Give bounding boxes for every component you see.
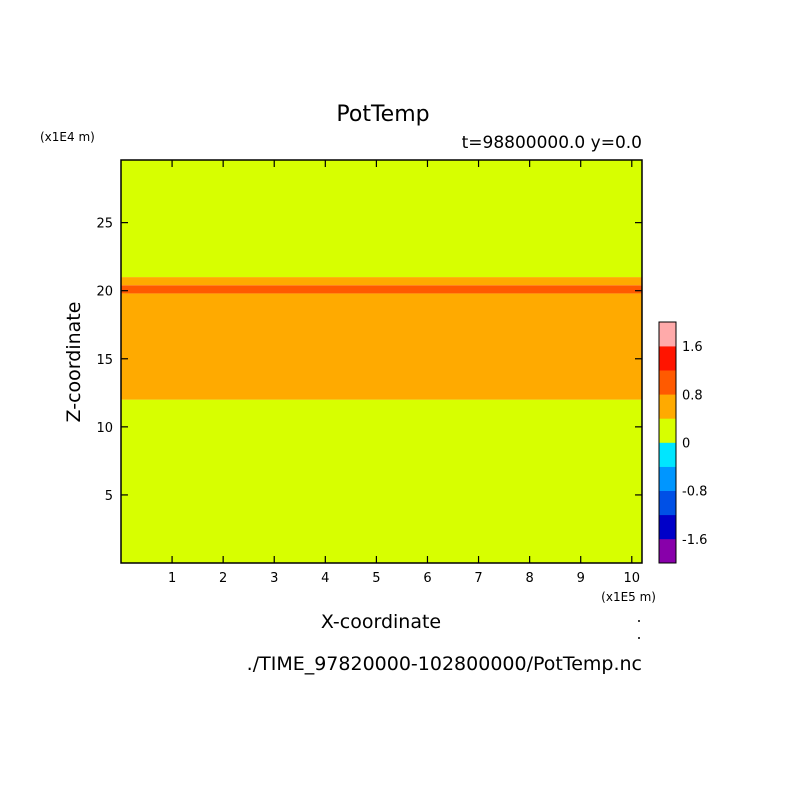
colorbar-tick-label: -1.6: [682, 533, 707, 548]
y-tick-label: 15: [96, 353, 113, 368]
x-axis-unit: (x1E5 m): [601, 590, 656, 604]
x-axis-ticks: 1 2 3 4 5 6 7 8 9 10: [168, 160, 640, 586]
colorbar-swatch: [659, 538, 676, 564]
colorbar-labels: -1.6 -0.8 0 0.8 1.6: [682, 340, 707, 548]
x-tick-label: 9: [577, 571, 585, 586]
colorbar-swatch: [659, 490, 676, 516]
chart-title: PotTemp: [336, 102, 429, 127]
marker-dot: [638, 620, 640, 622]
colorbar-swatch: [659, 442, 676, 467]
y-tick-label: 20: [96, 285, 113, 300]
y-axis-label: Z-coordinate: [63, 302, 85, 423]
plot-frame: [120, 159, 643, 564]
colorbar-frame: [658, 321, 677, 564]
y-tick-label: 5: [105, 489, 113, 504]
colorbar: [658, 321, 677, 564]
colorbar-swatch: [659, 394, 676, 419]
x-tick-label: 2: [219, 571, 227, 586]
x-tick-label: 10: [624, 571, 641, 586]
colorbar-tick-label: 1.6: [682, 340, 703, 355]
colorbar-swatch: [659, 322, 676, 347]
y-tick-label: 25: [96, 217, 113, 232]
colorbar-swatch: [659, 370, 676, 395]
x-tick-label: 1: [168, 571, 176, 586]
colorbar-tick-label: 0: [682, 437, 690, 452]
contour-band-3: [121, 277, 642, 286]
colorbar-swatch: [659, 466, 676, 491]
marker-dot: [638, 637, 640, 639]
x-tick-label: 3: [270, 571, 278, 586]
colorbar-swatch: [659, 514, 676, 540]
y-axis-unit: (x1E4 m): [40, 130, 95, 144]
x-tick-label: 6: [423, 571, 431, 586]
x-tick-label: 7: [474, 571, 482, 586]
x-tick-label: 4: [321, 571, 329, 586]
contour-band-1: [121, 293, 642, 400]
contour-band-2: [121, 285, 642, 294]
x-tick-label: 8: [525, 571, 533, 586]
colorbar-tick-label: -0.8: [682, 485, 707, 500]
y-tick-label: 10: [96, 421, 113, 436]
contour-band-0: [121, 399, 642, 563]
y-axis-ticks: 5 10 15 20 25: [96, 217, 642, 504]
colorbar-swatch: [659, 418, 676, 443]
contour-bands: [121, 160, 642, 563]
colorbar-tick-label: 0.8: [682, 388, 703, 403]
contour-band-4: [121, 160, 642, 278]
chart-subtitle: t=98800000.0 y=0.0: [462, 133, 642, 153]
x-axis-label: X-coordinate: [321, 611, 441, 633]
source-file-path: ./TIME_97820000-102800000/PotTemp.nc: [247, 653, 642, 675]
x-tick-label: 5: [372, 571, 380, 586]
colorbar-swatch: [659, 346, 676, 371]
